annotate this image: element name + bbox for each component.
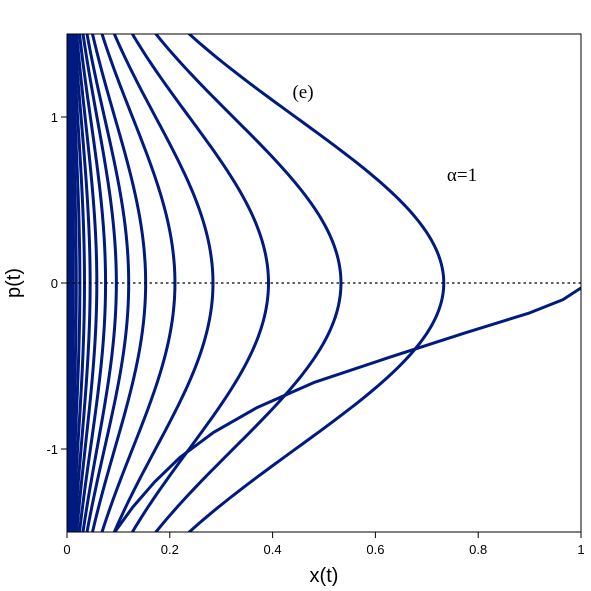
x-tick-label: 0.8 [469,542,487,557]
x-axis-title: x(t) [310,565,339,587]
curves-group [67,34,581,532]
x-tick-label: 1 [577,542,584,557]
y-tick-label: 0 [51,276,58,291]
trajectory-curve-16 [154,34,343,532]
y-tick-label: 1 [51,110,58,125]
trajectory-curve-14 [112,34,215,532]
x-tick-label: 0 [63,542,70,557]
x-tick-label: 0.2 [161,542,179,557]
y-tick-label: -1 [46,442,58,457]
trajectory-curve-2 [67,34,73,532]
y-axis-title: p(t) [3,268,25,298]
trajectory-curve-4 [68,34,78,532]
ticks-group: 0 0.2 0.4 0.6 0.8 1 -1 0 1 [46,110,584,557]
x-tick-label: 0.6 [366,542,384,557]
alpha-annotation: α=1 [447,165,477,186]
trajectory-curve-10 [81,34,118,532]
x-tick-label: 0.4 [264,542,282,557]
trajectory-curve-13 [100,34,177,532]
open-trajectory-curve [113,286,581,532]
trajectory-curve-17 [187,34,446,532]
panel-label: (e) [292,82,313,103]
